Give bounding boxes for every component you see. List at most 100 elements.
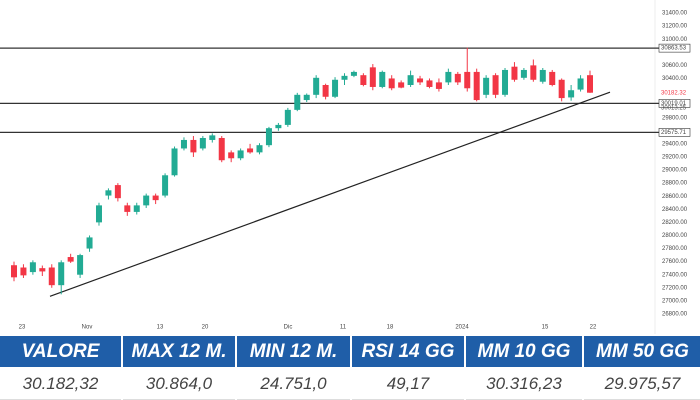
y-tick-label: 29800.00 (662, 115, 688, 121)
y-tick-label: 27600.00 (662, 259, 688, 265)
y-tick-label: 28400.00 (662, 207, 688, 213)
candle-body (294, 94, 301, 110)
x-tick-label: 23 (19, 325, 26, 331)
table-header: VALORE (0, 336, 121, 367)
candle-body (39, 268, 46, 272)
chart: 31400.00 31200.00 31000.00 30600.00 30400.00… (0, 0, 691, 334)
candle-body (473, 71, 480, 101)
y-tick-label: 30400.00 (662, 76, 688, 82)
y-tick-label: 27200.00 (662, 285, 688, 291)
candle-body (275, 124, 282, 129)
candle-body (209, 135, 216, 140)
table-header: MM 50 GG (584, 336, 700, 367)
x-tick-label: 13 (157, 325, 164, 331)
candle-body (114, 185, 121, 199)
table-value: 30.316,23 (466, 369, 582, 400)
x-tick-label: 18 (387, 325, 394, 331)
table-header: MIN 12 M. (237, 336, 350, 367)
y-tick-label: 31200.00 (662, 24, 688, 30)
table-value: 24.751,0 (237, 369, 350, 400)
candle-body (350, 71, 357, 76)
price-marker: 30013.25 (661, 105, 687, 111)
candle-body (58, 262, 65, 286)
candle-body (426, 80, 433, 87)
candle-body (29, 262, 36, 273)
candle-body (407, 75, 414, 85)
candle-body (577, 78, 584, 90)
table-header: MM 10 GG (466, 336, 582, 367)
price-marker: 30182.32 (661, 90, 687, 96)
x-tick-label: 11 (340, 325, 347, 331)
candle-body (558, 79, 565, 99)
candle-body (530, 65, 537, 80)
x-tick-label: 2024 (455, 325, 469, 331)
table-value: 30.182,32 (0, 369, 121, 400)
candle-body (162, 175, 169, 196)
candle-body (256, 145, 263, 153)
y-tick-label: 29200.00 (662, 155, 688, 161)
table-value: 29.975,57 (584, 369, 700, 400)
x-tick-label: 20 (202, 325, 209, 331)
candle-body (398, 82, 405, 88)
candle-body (228, 152, 235, 159)
candle-body (539, 69, 546, 82)
candle-body (417, 78, 424, 83)
candle-body (360, 75, 367, 85)
level-label: 30019.01 (661, 101, 687, 107)
candle-body (190, 139, 197, 153)
candle-body (86, 237, 93, 249)
y-tick-label: 29000.00 (662, 168, 688, 174)
candle-body (133, 205, 140, 212)
level-box (658, 128, 691, 137)
table-value: 49,17 (352, 369, 464, 400)
candle-body (568, 90, 575, 98)
y-tick-label: 30600.00 (662, 63, 688, 69)
level-box (658, 43, 691, 53)
y-tick-label: 26800.00 (662, 312, 688, 318)
y-tick-label: 27400.00 (662, 272, 688, 278)
candle-body (492, 75, 499, 95)
candle-body (95, 205, 102, 223)
x-tick-label: Dic (284, 325, 293, 331)
candle-body (11, 265, 17, 278)
candle-body (388, 78, 395, 89)
candle-body (435, 82, 442, 89)
candle-body (199, 137, 206, 149)
candle-body (322, 85, 329, 97)
candle-body (124, 205, 131, 212)
candle-body (67, 257, 74, 262)
candle-body (369, 67, 376, 87)
y-tick-label: 31400.00 (662, 11, 688, 17)
y-tick-label: 28200.00 (662, 220, 688, 226)
candle-body (549, 71, 556, 85)
y-tick-label: 29400.00 (662, 141, 688, 147)
candle-body (180, 139, 187, 149)
candle-body (511, 66, 518, 80)
level-label: 29575.71 (661, 130, 687, 136)
candle-body (332, 79, 339, 97)
candle-body (587, 75, 593, 93)
candle-body (303, 94, 310, 101)
table-header: RSI 14 GG (352, 336, 464, 367)
data-table: VALORE MAX 12 M. MIN 12 M. RSI 14 GG MM 10 G… (0, 336, 700, 400)
candle-body (341, 75, 348, 80)
y-tick-label: 28800.00 (662, 181, 688, 187)
candle-body (445, 71, 452, 83)
x-tick-label: 15 (542, 325, 549, 331)
table-value: 30.864,0 (123, 369, 235, 400)
candle-body (379, 71, 386, 87)
candle-body (284, 109, 291, 125)
candle-body (464, 71, 471, 89)
candle-body (105, 190, 112, 196)
candle-body (48, 267, 55, 286)
y-tick-label: 28000.00 (662, 233, 688, 239)
y-tick-label: 27000.00 (662, 298, 688, 304)
candle-body (454, 73, 461, 83)
candle-body (218, 137, 225, 161)
candle-body (143, 195, 150, 206)
y-tick-label: 31000.00 (662, 37, 688, 43)
candle-body (483, 77, 490, 95)
candle-body (20, 267, 27, 276)
candle-body (265, 128, 272, 146)
